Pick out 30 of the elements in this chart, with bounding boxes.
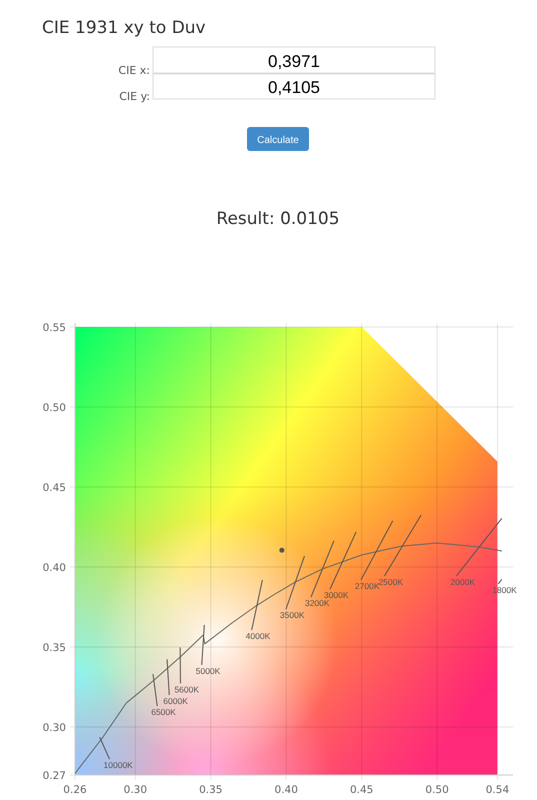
text: Result: 0.0105: [216, 209, 340, 229]
x-tick-label: 0.30: [124, 784, 148, 796]
series-label: 4000K: [246, 631, 271, 642]
y-tick-label: 0.50: [42, 402, 66, 414]
x-tick-label: 0.35: [199, 784, 222, 796]
y-tick-label: 0.35: [42, 642, 66, 654]
series-label: 3500K: [280, 610, 305, 620]
y-tick-label: 0.40: [42, 562, 66, 574]
y-tick-label: 0.30: [42, 722, 66, 734]
x-tick-label: 0.54: [486, 784, 510, 796]
y-tick-label: 0.27: [42, 770, 66, 782]
chart-title: CIE 1931 xy to Duv: [42, 18, 206, 38]
input-form: CIE x: 0,3971 CIE y: 0,4105: [118, 46, 436, 103]
series-label: 3200K: [304, 598, 330, 608]
series-label: 2700K: [354, 580, 380, 591]
y-tick-label: 0.55: [42, 322, 66, 334]
series-label: 2000K: [450, 576, 476, 587]
series-label: 3000K: [324, 590, 349, 600]
series-label: 6000K: [163, 696, 188, 706]
series-label: 5000K: [196, 666, 221, 676]
x-tick-label: 0.45: [350, 784, 374, 796]
series-label: 10000K: [104, 760, 134, 770]
x-tick-label: 0.40: [274, 784, 298, 796]
y-tick-label: 0.45: [42, 482, 66, 494]
series-label: 2500K: [378, 576, 404, 587]
x-tick-label: 0.50: [425, 784, 449, 796]
series-label: 5600K: [174, 684, 200, 694]
calculate-button: Calculate: [247, 127, 309, 151]
x-tick-label: 0.26: [63, 784, 88, 796]
series-label: 6500K: [151, 707, 176, 718]
